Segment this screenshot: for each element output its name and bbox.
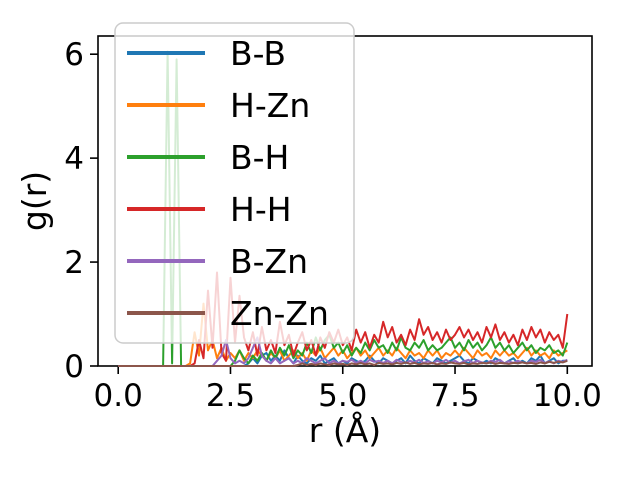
x-tick-label: 10.0 — [533, 378, 602, 414]
legend-label-b-h: B-H — [230, 138, 289, 177]
y-axis-label: g(r) — [15, 171, 54, 231]
legend-label-zn-zn: Zn-Zn — [230, 294, 329, 333]
x-axis: 0.0 2.5 5.0 7.5 10.0 — [94, 366, 602, 414]
legend-entry: B-B — [127, 34, 286, 73]
legend-entry: B-Zn — [127, 242, 308, 281]
legend-entry: H-H — [127, 190, 292, 229]
x-tick-label: 2.5 — [206, 378, 255, 414]
legend-label-b-zn: B-Zn — [230, 242, 308, 281]
legend-entry: B-H — [127, 138, 289, 177]
x-tick-label: 0.0 — [94, 378, 143, 414]
series-line-zn-zn — [118, 359, 568, 367]
legend-entry: Zn-Zn — [127, 294, 329, 333]
legend: B-B H-Zn B-H H-H B-Zn Zn-Zn — [114, 22, 355, 344]
x-tick-label: 5.0 — [318, 378, 367, 414]
legend-label-b-b: B-B — [230, 34, 286, 73]
x-tick-label: 7.5 — [430, 378, 479, 414]
legend-entry: H-Zn — [127, 86, 310, 125]
x-axis-label: r (Å) — [309, 410, 381, 450]
series-lines — [118, 50, 569, 367]
y-tick-label: 0 — [64, 349, 84, 385]
legend-label-h-zn: H-Zn — [230, 86, 310, 125]
y-tick-label: 4 — [64, 141, 84, 177]
y-tick-label: 6 — [64, 37, 84, 73]
y-axis: 0 2 4 6 — [64, 37, 98, 385]
series-line-h-h — [118, 271, 569, 367]
legend-label-h-h: H-H — [230, 190, 292, 229]
y-tick-label: 2 — [64, 245, 84, 281]
